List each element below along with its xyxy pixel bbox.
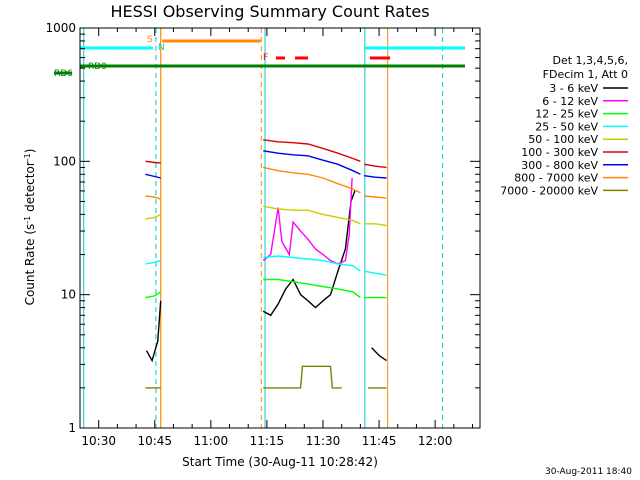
x-tick-label: 12:00 [418, 434, 453, 448]
series-line [363, 270, 387, 276]
y-tick-label: 1000 [45, 21, 76, 35]
y-axis-label-mid: detector [23, 161, 37, 216]
axis-ticks: 10:30 10:45 11:00 11:15 11:30 11:45 12:00 1 10 10… [45, 21, 480, 448]
series-line [263, 365, 342, 389]
x-axis-label: Start Time (30-Aug-11 10:28:42) [182, 455, 378, 469]
legend-label: 25 - 50 keV [535, 120, 598, 133]
legend-label: 6 - 12 keV [542, 95, 598, 108]
series-line [145, 195, 161, 200]
y-axis-label-sup2: -1 [23, 153, 32, 161]
x-tick-label: 11:45 [362, 434, 397, 448]
annotation-saa: S [147, 35, 153, 45]
legend: Det 1,3,4,5,6, FDecim 1, Att 0 3 - 6 keV… [500, 54, 628, 197]
legend-label: 800 - 7000 keV [514, 172, 598, 185]
x-tick-label: 10:45 [137, 434, 172, 448]
series-line [145, 213, 162, 220]
y-axis-label-sup1: -1 [23, 216, 32, 224]
legend-header-1: Det 1,3,4,5,6, [552, 54, 628, 67]
y-tick-label: 1 [68, 421, 76, 435]
plot-border [79, 27, 481, 429]
plot-area [54, 28, 465, 428]
y-axis-label: Count Rate (s-1 detector-1) [23, 149, 38, 306]
series-line [263, 166, 361, 194]
legend-label: 7000 - 20000 keV [500, 184, 598, 197]
series-line [145, 291, 162, 299]
legend-label: 100 - 300 keV [521, 146, 598, 159]
series-line [263, 278, 361, 299]
annotation-flare: F [263, 53, 268, 63]
chart-title: HESSI Observing Summary Count Rates [110, 2, 429, 21]
series-line [262, 177, 353, 265]
series-layer [145, 139, 387, 389]
x-tick-label: 11:15 [250, 434, 285, 448]
x-tick-label: 11:00 [194, 434, 229, 448]
series-line [371, 347, 387, 362]
series-line [363, 163, 387, 169]
series-line [263, 205, 361, 225]
series-line [145, 173, 161, 179]
legend-label: 12 - 25 keV [535, 108, 598, 121]
legend-header-2: FDecim 1, Att 0 [543, 68, 628, 81]
series-line [262, 190, 356, 317]
x-tick-label: 10:30 [81, 434, 116, 448]
series-line [145, 300, 162, 363]
y-axis-label-end: ) [23, 149, 37, 154]
x-tick-label: 11:30 [306, 434, 341, 448]
legend-label: 3 - 6 keV [549, 82, 598, 95]
series-line [263, 139, 361, 162]
plot-frame [79, 27, 481, 429]
annotation-rd0: RD0 [88, 62, 107, 72]
series-line [263, 255, 361, 272]
annotation-rd6: RD6 [54, 69, 73, 79]
y-axis-label-main: Count Rate (s [23, 224, 37, 306]
series-line [263, 150, 361, 175]
svg-text:Count Rate (s-1 detector-1): Count Rate (s-1 detector-1) [23, 149, 38, 306]
series-line [364, 195, 387, 199]
y-tick-label: 100 [53, 154, 76, 168]
timestamp: 30-Aug-2011 18:40 [545, 467, 632, 477]
legend-label: 50 - 100 keV [528, 133, 598, 146]
series-line [364, 175, 387, 179]
annotation-night: N [158, 43, 165, 53]
series-line [145, 259, 161, 265]
legend-label: 300 - 800 keV [521, 159, 598, 172]
series-line [145, 160, 161, 164]
series-line [364, 223, 387, 227]
y-tick-label: 10 [61, 288, 76, 302]
